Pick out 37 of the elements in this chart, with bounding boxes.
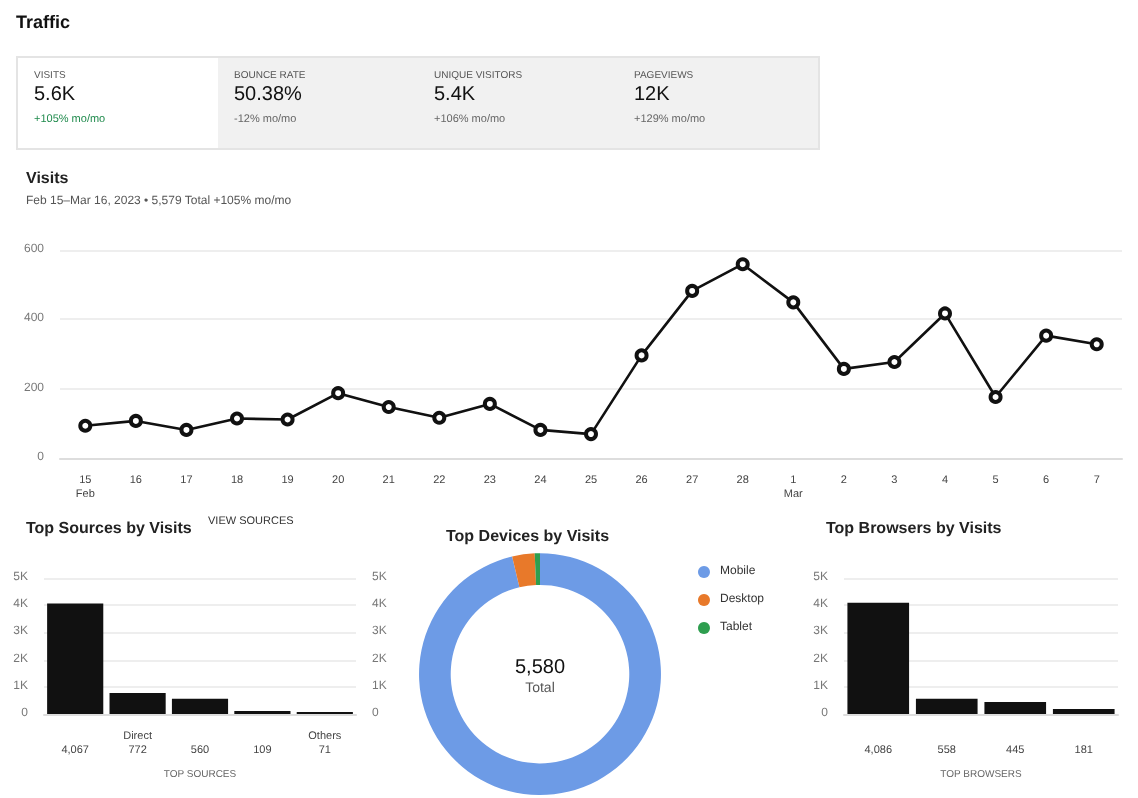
chart-title: Top Browsers by Visits [826,519,1003,537]
bar [109,693,166,714]
point [836,361,851,376]
text: 5.4K [434,84,478,106]
point [128,413,143,428]
point [1089,337,1104,352]
bar [847,602,910,714]
point [938,306,952,321]
point [179,422,194,437]
point [988,389,1003,404]
point [381,400,396,415]
chart-title: Top Devices by Visits [446,527,611,545]
chart-title: Visits [26,169,70,187]
point [735,257,750,272]
text: 5,580 [514,657,566,680]
point [1039,328,1054,343]
point [331,386,346,401]
point [533,422,548,437]
point [887,354,902,369]
bar [915,698,978,714]
text: 5.6K [34,84,78,106]
bar [984,701,1047,714]
point [432,410,447,425]
text: 12K [634,84,672,106]
point [685,283,700,298]
point [78,418,93,433]
chart-title: Top Sources by Visits [26,519,193,537]
text: 50.38% [234,84,304,106]
point [584,427,598,442]
point [482,396,497,411]
bar [47,603,104,714]
text: Traffic [16,12,71,32]
bar [171,698,229,714]
point [786,295,801,310]
point [634,348,649,363]
point [280,412,295,427]
point [230,411,244,426]
